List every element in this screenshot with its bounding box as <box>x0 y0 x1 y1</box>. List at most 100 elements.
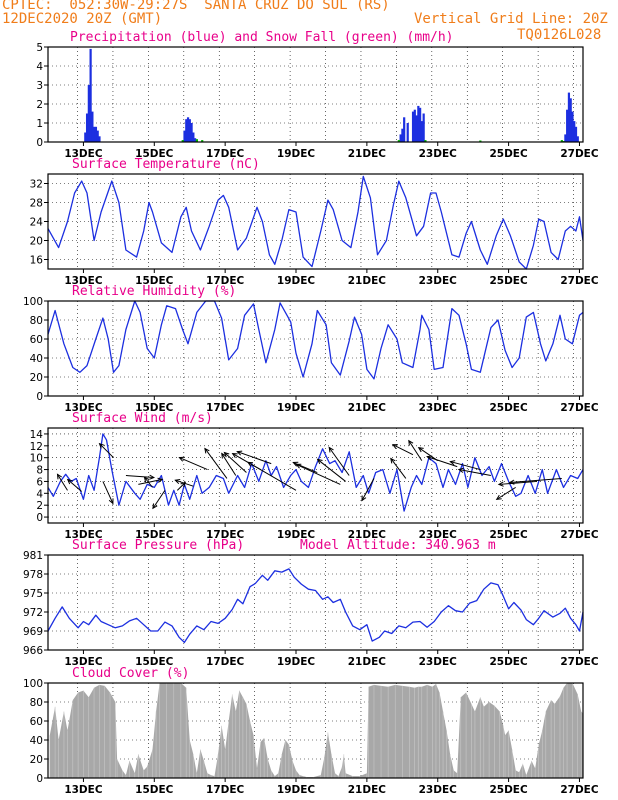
wind-arrow-head <box>247 461 254 467</box>
wind-arrow <box>317 459 346 482</box>
precip-frame <box>47 46 584 143</box>
precip-bar <box>403 117 406 142</box>
cloud-frame <box>47 682 584 779</box>
pres-xtick-label: 13DEC <box>64 656 103 668</box>
temp-line <box>47 175 584 270</box>
precip-bar <box>420 121 423 142</box>
precip-ytick-label: 0 <box>36 137 43 149</box>
rh-ytick-label: 20 <box>30 372 43 384</box>
wind-arrow <box>408 440 423 461</box>
wind-arrow-head <box>108 498 114 505</box>
wind-xtick-label: 17DEC <box>206 529 245 541</box>
wind-ytick-label: 0 <box>36 512 43 524</box>
precip-bar <box>566 109 569 142</box>
precip-ytick-label: 3 <box>36 80 43 92</box>
wind-arrow <box>498 480 537 485</box>
precip-xtick-label: 21DEC <box>348 148 387 160</box>
wind-ytick-label: 8 <box>36 465 43 477</box>
temp-xtick-label: 21DEC <box>348 275 387 287</box>
cloud-xtick-label: 27DEC <box>560 784 599 796</box>
precip-bar <box>194 138 197 142</box>
temp-panel <box>44 173 584 273</box>
precip-bar <box>89 48 92 142</box>
precip-xtick-label: 25DEC <box>489 148 528 160</box>
rh-ytick-label: 60 <box>30 334 43 346</box>
wind-arrow <box>67 479 82 492</box>
cloud-xtick-label: 13DEC <box>64 784 103 796</box>
temp-title: Surface Temperature (nC) <box>72 157 260 172</box>
wind-arrow <box>152 490 166 509</box>
pres-ytick-label: 969 <box>23 626 43 638</box>
precip-bar <box>422 113 425 142</box>
wind-arrow <box>496 486 516 500</box>
precip-xtick-label: 15DEC <box>135 148 174 160</box>
rh-xtick-label: 19DEC <box>277 402 316 414</box>
pres-ytick-label: 981 <box>23 550 43 562</box>
precip-bar <box>417 105 420 142</box>
temp-xtick-label: 13DEC <box>64 275 103 287</box>
wind-arrow-head <box>497 481 504 487</box>
header-datetime: 12DEC2020 20Z (GMT) <box>2 11 163 27</box>
rh-xtick-label: 17DEC <box>206 402 245 414</box>
rh-line <box>47 300 584 380</box>
wind-arrow-head <box>221 452 227 459</box>
precip-bar <box>576 136 579 142</box>
wind-panel <box>44 427 584 527</box>
pres-xtick-label: 15DEC <box>135 656 174 668</box>
temp-xtick-label: 19DEC <box>277 275 316 287</box>
cloud-ytick-label: 20 <box>30 754 43 766</box>
precip-ytick-label: 5 <box>36 42 43 54</box>
temp-ytick-label: 20 <box>30 236 43 248</box>
wind-arrow <box>247 461 297 491</box>
cloud-title: Cloud Cover (%) <box>72 666 189 681</box>
precip-bar <box>567 92 571 142</box>
wind-arrow <box>125 475 154 478</box>
wind-arrow <box>102 481 114 504</box>
wind-arrow <box>458 469 491 476</box>
precip-bar <box>564 134 567 142</box>
precip-bar <box>190 123 193 142</box>
precip-bar <box>181 140 184 142</box>
precip-bar <box>96 130 99 142</box>
pres-xtick-label: 21DEC <box>348 656 387 668</box>
temp-xtick-label: 17DEC <box>206 275 245 287</box>
cloud-xtick-label: 19DEC <box>277 784 316 796</box>
wind-arrow <box>224 452 247 473</box>
precip-title: Precipitation (blue) and Snow Fall (gree… <box>70 30 454 45</box>
wind-arrow-head <box>204 447 210 454</box>
rh-xtick-label: 23DEC <box>419 402 458 414</box>
pres-ytick-label: 978 <box>23 569 43 581</box>
pres-ytick-label: 975 <box>23 588 43 600</box>
temp-ytick-label: 28 <box>30 198 43 210</box>
wind-arrow-head <box>157 477 164 483</box>
wind-arrow <box>450 461 481 471</box>
wind-arrow-head <box>391 444 398 450</box>
temp-ytick-label: 32 <box>30 179 43 191</box>
pres-xtick-label: 25DEC <box>489 656 528 668</box>
cloud-ytick-label: 40 <box>30 735 43 747</box>
wind-arrow <box>237 451 272 465</box>
wind-arrow <box>509 477 562 483</box>
wind-arrow <box>221 453 237 476</box>
wind-arrow-head <box>426 455 433 461</box>
wind-arrow <box>392 444 414 456</box>
pres-line <box>47 568 584 644</box>
cloud-ytick-label: 60 <box>30 716 43 728</box>
cloud-ytick-label: 80 <box>30 697 43 709</box>
rh-ytick-label: 80 <box>30 315 43 327</box>
wind-arrow-head <box>66 478 73 485</box>
wind-arrow <box>418 447 439 462</box>
precip-bar <box>94 126 98 142</box>
cloud-xtick-label: 23DEC <box>419 784 458 796</box>
cloud-panel <box>44 682 584 782</box>
precip-ytick-label: 2 <box>36 99 43 111</box>
precip-bar <box>419 107 422 142</box>
cloud-xtick-label: 17DEC <box>206 784 245 796</box>
wind-xtick-label: 25DEC <box>489 529 528 541</box>
precip-bar <box>98 136 101 142</box>
wind-arrow-head <box>390 457 396 464</box>
pres-ytick-label: 966 <box>23 645 43 657</box>
wind-ytick-label: 4 <box>36 488 43 500</box>
pres-subtitle: Model Altitude: 340.963 m <box>300 538 496 553</box>
rh-panel <box>44 300 584 400</box>
